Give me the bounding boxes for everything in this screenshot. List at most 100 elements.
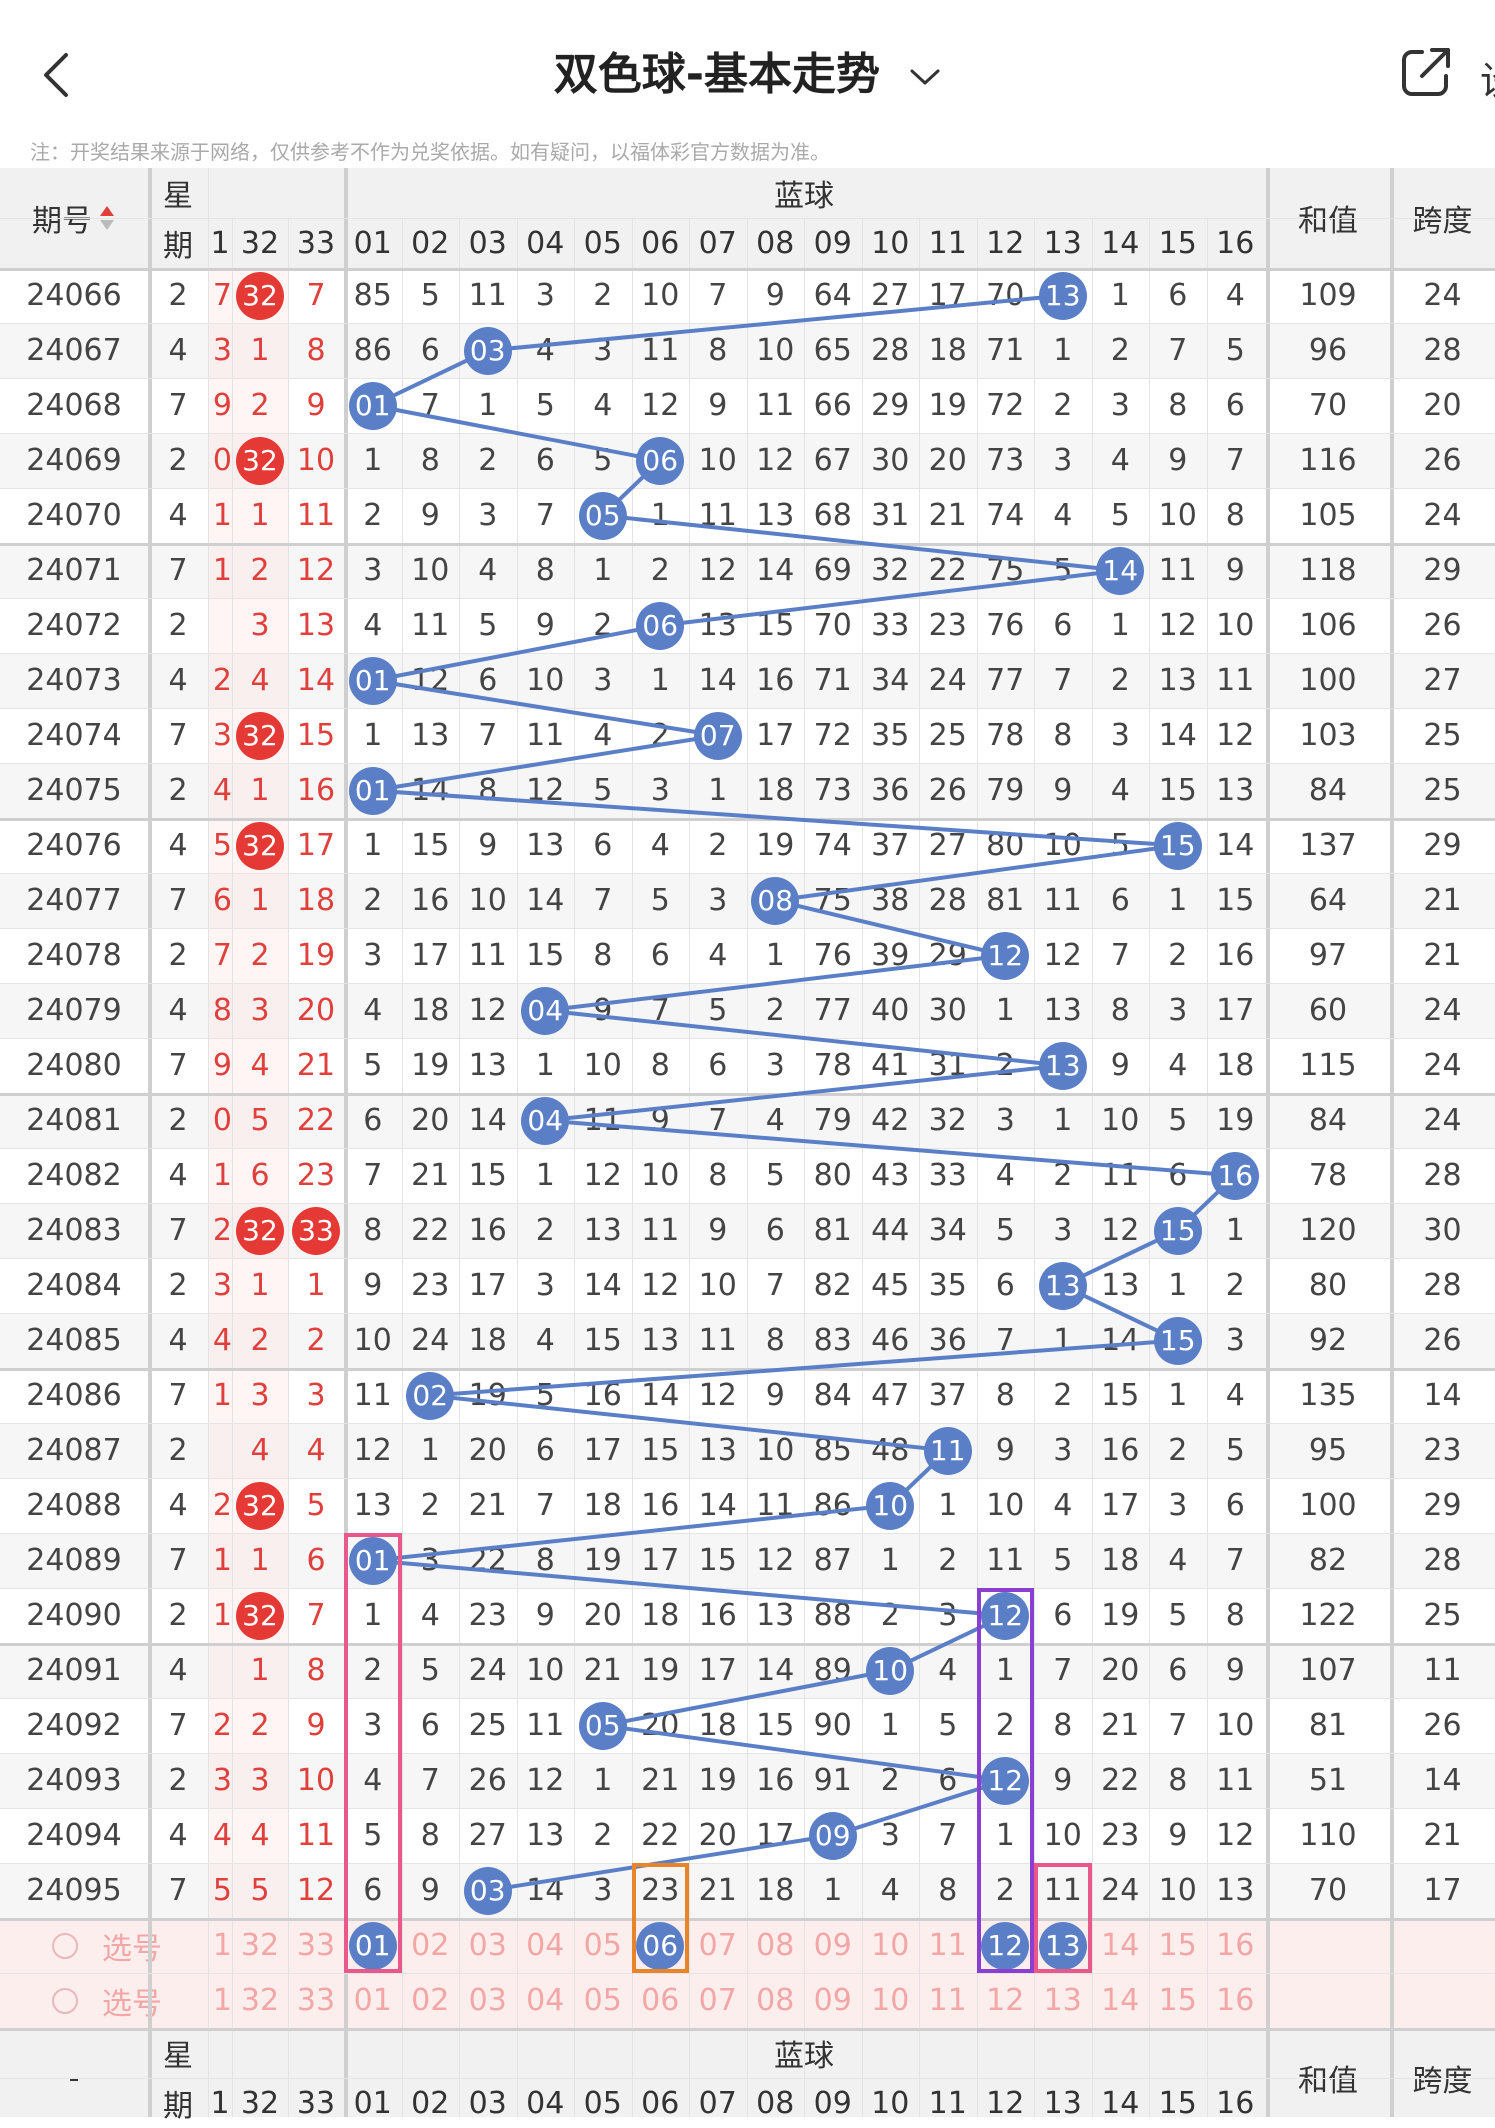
select-blue-number[interactable]: 14 (1101, 1983, 1140, 2018)
footer-blue-col: 02 (411, 2085, 450, 2121)
select-blue-number[interactable]: 07 (698, 1928, 737, 1963)
blue-miss-cell: 4 (363, 1763, 383, 1798)
share-icon[interactable] (1398, 44, 1454, 100)
select-blue-number[interactable]: 10 (871, 1983, 910, 2018)
select-blue-number[interactable]: 04 (526, 1928, 565, 1963)
select-blue-number[interactable]: 15 (1158, 1983, 1197, 2018)
header-blue-col: 10 (871, 225, 910, 261)
row-stripe (0, 323, 1495, 378)
blue-miss-cell: 2 (363, 498, 383, 533)
red-partial-cell: 1 (212, 1378, 232, 1413)
blue-miss-cell: 73 (813, 773, 852, 808)
blue-miss-cell: 47 (871, 1378, 910, 1413)
blue-miss-cell: 20 (1101, 1653, 1140, 1688)
row-divider (0, 1753, 1495, 1754)
selected-blue-ball[interactable]: 01 (348, 1921, 397, 1970)
blue-miss-cell: 2 (1168, 1433, 1188, 1468)
select-label[interactable]: 选号 (102, 1931, 162, 1967)
blue-miss-cell: 1 (823, 1873, 843, 1908)
blue-miss-cell: 90 (813, 1708, 852, 1743)
blue-miss-cell: 10 (756, 1433, 795, 1468)
select-blue-number[interactable]: 09 (813, 1928, 852, 1963)
blue-miss-cell: 9 (1168, 443, 1188, 478)
select-blue-number[interactable]: 16 (1216, 1983, 1255, 2018)
select-blue-number[interactable]: 16 (1216, 1928, 1255, 1963)
red-miss-cell: 1 (250, 333, 270, 368)
row-divider (0, 928, 1495, 929)
select-red-partial[interactable]: 1 (212, 1928, 232, 1963)
select-blue-number[interactable]: 02 (411, 1928, 450, 1963)
select-radio[interactable] (52, 1933, 78, 1959)
row-stripe (0, 1533, 1495, 1588)
blue-miss-cell: 11 (1043, 883, 1082, 918)
week-cell: 4 (168, 498, 188, 533)
selected-blue-ball[interactable]: 06 (636, 1921, 685, 1970)
select-red-33[interactable]: 33 (296, 1983, 336, 2018)
week-cell: 7 (168, 1873, 188, 1908)
blue-miss-cell: 6 (1225, 1488, 1245, 1523)
page-title[interactable]: 双色球-基本走势 (0, 38, 1495, 102)
red-partial-cell: 9 (212, 1048, 232, 1083)
select-blue-number[interactable]: 10 (871, 1928, 910, 1963)
select-red-32[interactable]: 32 (240, 1928, 280, 1963)
select-blue-number[interactable]: 07 (698, 1983, 737, 2018)
period-cell: 24066 (26, 278, 122, 313)
blue-miss-cell: 8 (765, 1323, 785, 1358)
blue-miss-cell: 6 (363, 1103, 383, 1138)
settings-text[interactable]: 设 (1480, 50, 1495, 105)
period-cell: 24091 (26, 1653, 122, 1688)
blue-miss-cell: 4 (363, 993, 383, 1028)
select-red-partial[interactable]: 1 (212, 1983, 232, 2018)
row-stripe (0, 763, 1495, 818)
blue-miss-cell: 3 (938, 1598, 958, 1633)
select-blue-number[interactable]: 03 (468, 1983, 507, 2018)
blue-miss-cell: 12 (698, 1378, 737, 1413)
blue-miss-cell: 86 (813, 1488, 852, 1523)
select-blue-number[interactable]: 08 (756, 1983, 795, 2018)
select-blue-number[interactable]: 05 (583, 1983, 622, 2018)
select-red-33[interactable]: 33 (296, 1928, 336, 1963)
column-divider (148, 168, 152, 2117)
select-radio[interactable] (52, 1988, 78, 2014)
red-miss-cell: 7 (306, 1598, 326, 1633)
blue-miss-cell: 32 (928, 1103, 967, 1138)
select-blue-number[interactable]: 09 (813, 1983, 852, 2018)
blue-miss-cell: 18 (756, 773, 795, 808)
trend-line (366, 293, 1240, 1893)
blue-miss-cell: 4 (1110, 443, 1130, 478)
blue-miss-cell: 14 (1101, 1323, 1140, 1358)
selected-blue-ball[interactable]: 12 (981, 1921, 1030, 1970)
header-period[interactable]: 期号 (0, 168, 148, 268)
blue-miss-cell: 15 (1101, 1378, 1140, 1413)
select-label[interactable]: 选号 (102, 1986, 162, 2022)
select-blue-number[interactable]: 02 (411, 1983, 450, 2018)
blue-miss-cell: 64 (813, 278, 852, 313)
selected-blue-ball[interactable]: 13 (1038, 1921, 1087, 1970)
blue-miss-cell: 4 (1168, 1543, 1188, 1578)
select-red-32[interactable]: 32 (240, 1983, 280, 2018)
red-miss-cell: 1 (306, 1268, 326, 1303)
select-blue-number[interactable]: 13 (1043, 1983, 1082, 2018)
blue-miss-cell: 11 (756, 388, 795, 423)
select-blue-number[interactable]: 11 (928, 1928, 967, 1963)
select-blue-number[interactable]: 12 (986, 1983, 1025, 2018)
select-blue-number[interactable]: 05 (583, 1928, 622, 1963)
blue-miss-cell: 5 (478, 608, 498, 643)
select-blue-number[interactable]: 03 (468, 1928, 507, 1963)
red-partial-cell: 3 (212, 1268, 232, 1303)
select-blue-number[interactable]: 15 (1158, 1928, 1197, 1963)
select-blue-number[interactable]: 11 (928, 1983, 967, 2018)
blue-miss-cell: 4 (1225, 278, 1245, 313)
select-blue-number[interactable]: 14 (1101, 1928, 1140, 1963)
blue-hit-ball: 15 (1153, 1206, 1202, 1255)
select-blue-number[interactable]: 08 (756, 1928, 795, 1963)
blue-miss-cell: 7 (650, 993, 670, 1028)
select-blue-number[interactable]: 04 (526, 1983, 565, 2018)
red-miss-cell: 15 (296, 718, 336, 753)
blue-miss-cell: 76 (813, 938, 852, 973)
select-blue-number[interactable]: 01 (353, 1983, 392, 2018)
blue-miss-cell: 3 (1110, 718, 1130, 753)
select-blue-number[interactable]: 06 (641, 1983, 680, 2018)
back-icon[interactable] (30, 45, 90, 105)
sort-icon[interactable] (98, 204, 116, 232)
